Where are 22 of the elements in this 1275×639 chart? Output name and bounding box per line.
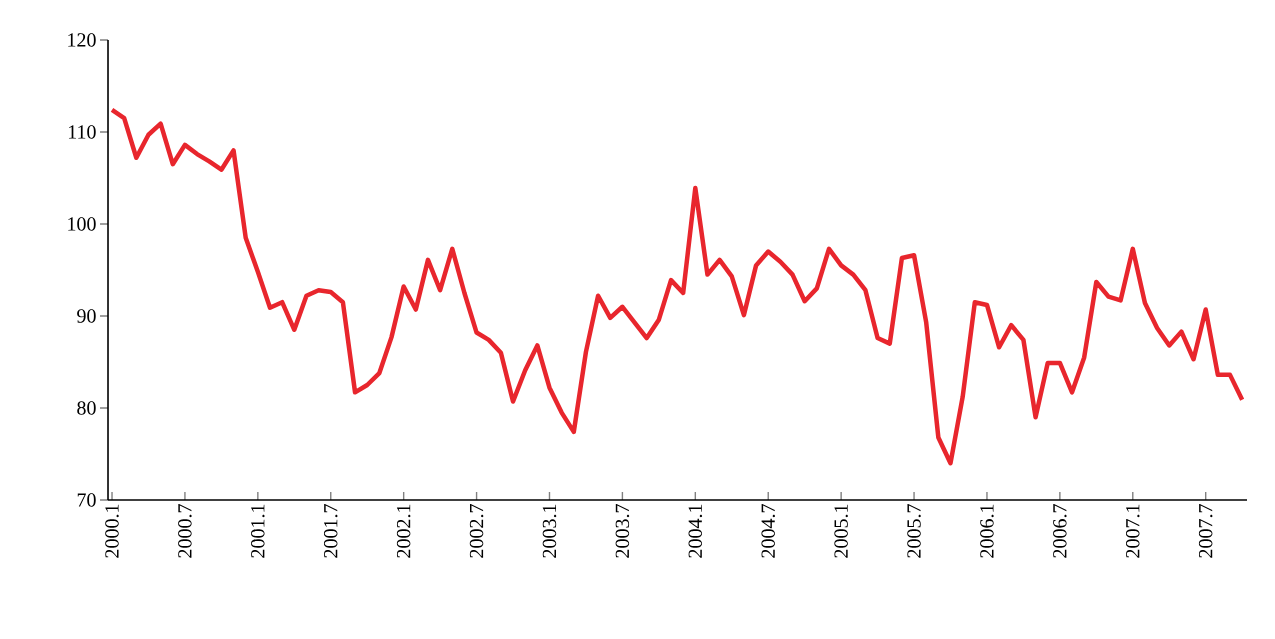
- y-tick-label: 80: [77, 401, 96, 415]
- x-tick-label: 2007.7: [1198, 504, 1213, 558]
- x-tick-label: 2007.1: [1126, 504, 1140, 558]
- x-tick-label: 2004.7: [761, 504, 776, 558]
- x-tick-label: 2005.7: [907, 504, 921, 558]
- y-tick-label: 120: [68, 33, 96, 47]
- x-tick-label: 2002.7: [469, 504, 484, 558]
- y-tick-label: 100: [68, 217, 96, 231]
- y-tick-label: 70: [77, 493, 96, 507]
- y-tick-label: 90: [77, 309, 96, 323]
- x-tick-label: 2002.1: [396, 504, 411, 558]
- x-tick-label: 2003.1: [542, 504, 557, 558]
- x-tick-label: 2006.7: [1053, 504, 1067, 558]
- x-tick-label: 2006.1: [980, 504, 994, 558]
- x-tick-label: 2003.7: [615, 504, 630, 558]
- x-tick-label: 2000.7: [178, 504, 192, 558]
- x-tick-label: 2001.7: [323, 504, 338, 558]
- x-tick-label: 2005.1: [834, 504, 848, 558]
- y-tick-label: 110: [68, 125, 96, 139]
- x-tick-label: 2001.1: [251, 504, 265, 558]
- x-tick-label: 2004.1: [688, 504, 703, 558]
- x-tick-label: 2000.1: [105, 504, 119, 558]
